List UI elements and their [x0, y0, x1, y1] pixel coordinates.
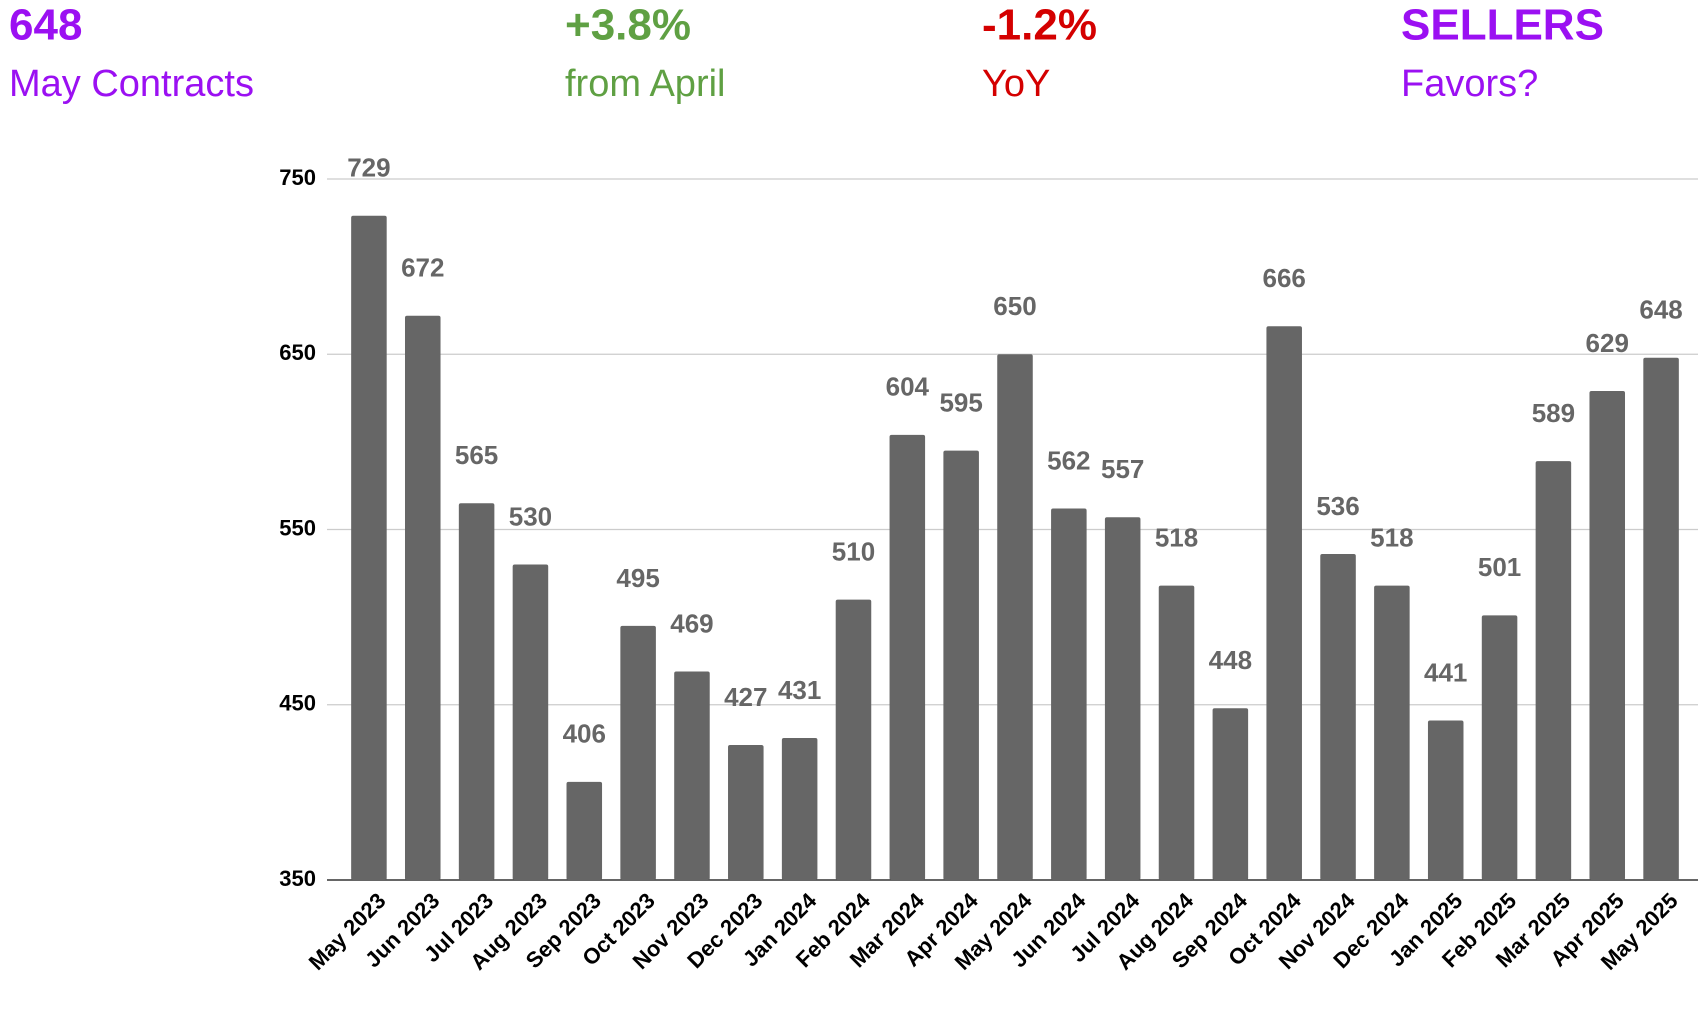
bar [1535, 461, 1572, 880]
value-label: 448 [1209, 645, 1252, 675]
value-label: 557 [1101, 454, 1144, 484]
bar [889, 434, 926, 880]
value-label: 650 [993, 291, 1036, 321]
bar [404, 315, 441, 880]
value-label: 729 [347, 153, 390, 183]
value-label: 648 [1639, 295, 1682, 325]
bar [1374, 585, 1410, 880]
y-tick-label: 650 [279, 340, 316, 365]
bar [512, 564, 549, 880]
y-tick-label: 750 [279, 165, 316, 190]
bar [997, 354, 1033, 880]
bar [1320, 554, 1356, 880]
bar [728, 745, 764, 880]
stat-label: from April [565, 63, 725, 105]
bar [943, 450, 979, 880]
value-label: 666 [1263, 263, 1306, 293]
stat-label: May Contracts [9, 63, 254, 105]
bar [1051, 508, 1087, 880]
stat-value: -1.2% [982, 1, 1097, 50]
value-label: 431 [778, 675, 821, 705]
bar [835, 599, 872, 880]
value-label: 518 [1370, 522, 1413, 552]
bar [1104, 517, 1141, 880]
bar [781, 738, 818, 880]
y-tick-label: 450 [279, 691, 316, 716]
bar [566, 781, 603, 880]
bar [620, 625, 656, 880]
y-tick-label: 550 [279, 515, 316, 540]
value-label: 518 [1155, 522, 1198, 552]
stat-label: YoY [982, 63, 1050, 105]
value-label: 406 [563, 719, 606, 749]
value-label: 501 [1478, 552, 1521, 582]
bar [1589, 391, 1626, 880]
y-tick-label: 350 [279, 866, 316, 891]
value-label: 595 [939, 388, 982, 418]
value-label: 565 [455, 440, 498, 470]
stat-value: 648 [9, 1, 82, 50]
value-label: 427 [724, 682, 767, 712]
stat-value: +3.8% [565, 1, 691, 50]
value-label: 589 [1532, 398, 1575, 428]
bar [1158, 585, 1195, 880]
bar [1266, 326, 1302, 881]
stat-label: Favors? [1401, 63, 1538, 105]
bar [351, 215, 387, 881]
value-label: 562 [1047, 445, 1090, 475]
value-label: 469 [670, 608, 713, 638]
value-label: 672 [401, 253, 444, 283]
bar [458, 503, 495, 880]
value-label: 441 [1424, 657, 1467, 687]
bar [674, 671, 710, 880]
bar [1481, 615, 1518, 880]
value-label: 604 [886, 372, 930, 402]
value-label: 510 [832, 536, 875, 566]
bar [1212, 708, 1249, 880]
value-label: 536 [1316, 491, 1359, 521]
value-label: 629 [1586, 328, 1629, 358]
bar [1643, 357, 1679, 880]
value-label: 530 [509, 501, 552, 531]
bar [1427, 720, 1464, 880]
value-label: 495 [616, 563, 659, 593]
stat-value: SELLERS [1401, 1, 1604, 50]
